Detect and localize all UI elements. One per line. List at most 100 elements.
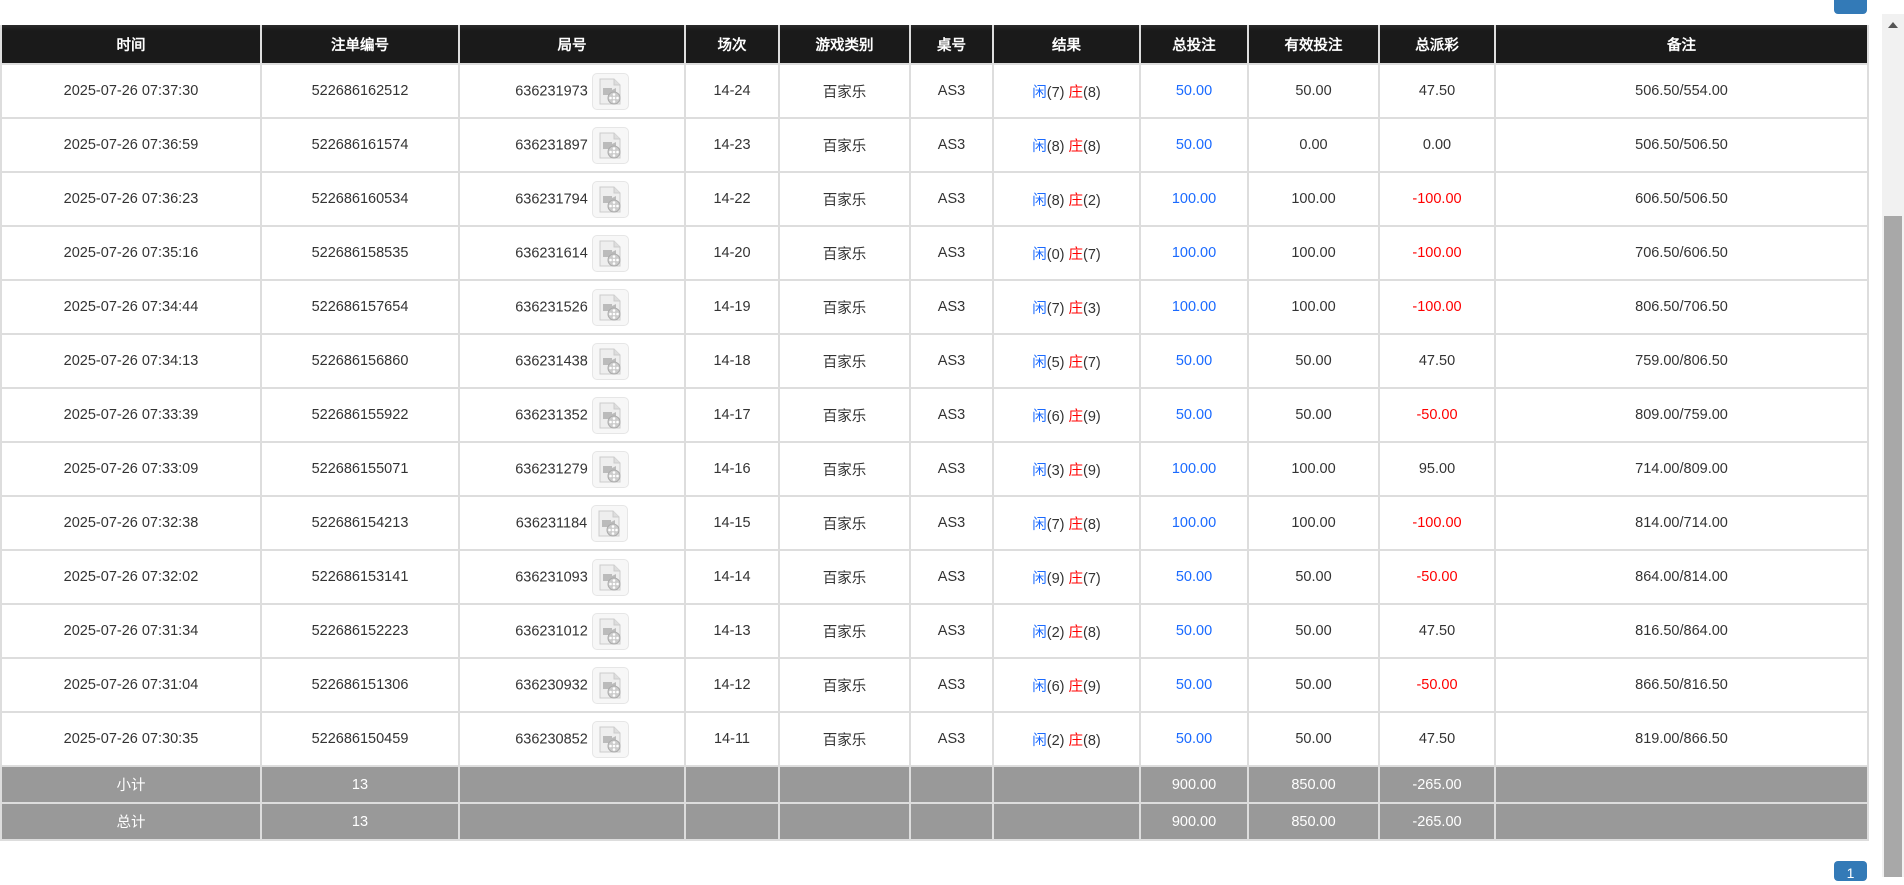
round-number: 636231973	[515, 82, 588, 99]
cell-time: 2025-07-26 07:33:09	[0, 441, 262, 497]
cell-valid-bet: 50.00	[1247, 333, 1380, 389]
player-score: 2	[1051, 732, 1060, 749]
cell-time: 2025-07-26 07:31:04	[0, 657, 262, 713]
top-button[interactable]	[1834, 0, 1867, 14]
cell-shoe: 14-20	[684, 225, 780, 281]
banker-label: 庄	[1068, 408, 1084, 425]
cell-valid-bet: 50.00	[1247, 711, 1380, 767]
subtotal-total-bet: 900.00	[1139, 765, 1249, 804]
cell-note: 819.00/866.50	[1494, 711, 1869, 767]
round-number: 636231614	[515, 244, 588, 261]
cell-game-type: 百家乐	[778, 495, 911, 551]
cell-total-bet: 50.00	[1139, 387, 1249, 443]
column-header-note: 备注	[1494, 25, 1869, 64]
cell-shoe: 14-18	[684, 333, 780, 389]
player-score: 0	[1051, 246, 1060, 263]
cell-result: 闲(6) 庄(9)	[992, 387, 1141, 443]
video-replay-icon[interactable]	[591, 450, 629, 488]
player-label: 闲	[1032, 192, 1047, 209]
player-score: 3	[1051, 462, 1060, 479]
cell-round: 636231973	[458, 63, 686, 119]
cell-table-no: AS3	[909, 603, 994, 659]
cell-result: 闲(6) 庄(9)	[992, 657, 1141, 713]
cell-payout: 95.00	[1378, 441, 1496, 497]
cell-round: 636231794	[458, 171, 686, 227]
scroll-up-arrow-icon[interactable]	[1888, 22, 1898, 28]
video-replay-icon[interactable]	[591, 180, 629, 218]
cell-result: 闲(7) 庄(3)	[992, 279, 1141, 335]
cell-payout: -100.00	[1378, 225, 1496, 281]
player-label: 闲	[1032, 462, 1047, 479]
cell-game-type: 百家乐	[778, 657, 911, 713]
video-replay-icon[interactable]	[591, 720, 629, 758]
table-row: 2025-07-26 07:33:39 522686155922 636231352…	[0, 387, 1869, 443]
player-label: 闲	[1032, 732, 1047, 749]
round-number: 636231794	[515, 190, 588, 207]
cell-round: 636231093	[458, 549, 686, 605]
grandtotal-total-bet: 900.00	[1139, 802, 1249, 841]
video-replay-icon[interactable]	[591, 288, 629, 326]
round-number: 636231352	[515, 406, 588, 423]
table-row: 2025-07-26 07:30:35 522686150459 636230852…	[0, 711, 1869, 767]
cell-shoe: 14-17	[684, 387, 780, 443]
video-replay-icon[interactable]	[591, 666, 629, 704]
video-replay-icon[interactable]	[591, 72, 629, 110]
cell-table-no: AS3	[909, 657, 994, 713]
video-replay-icon[interactable]	[591, 126, 629, 164]
video-replay-icon[interactable]	[591, 396, 629, 434]
table-row: 2025-07-26 07:34:44 522686157654 636231526…	[0, 279, 1869, 335]
cell-valid-bet: 50.00	[1247, 63, 1380, 119]
cell-valid-bet: 100.00	[1247, 495, 1380, 551]
cell-game-type: 百家乐	[778, 549, 911, 605]
pagination-page-1[interactable]: 1	[1834, 861, 1867, 881]
cell-game-type: 百家乐	[778, 603, 911, 659]
cell-game-type: 百家乐	[778, 171, 911, 227]
cell-note: 714.00/809.00	[1494, 441, 1869, 497]
banker-label: 庄	[1068, 354, 1084, 371]
player-label: 闲	[1032, 84, 1047, 101]
cell-note: 864.00/814.00	[1494, 549, 1869, 605]
cell-shoe: 14-22	[684, 171, 780, 227]
cell-result: 闲(8) 庄(2)	[992, 171, 1141, 227]
round-number: 636231526	[515, 298, 588, 315]
video-replay-icon[interactable]	[591, 342, 629, 380]
cell-valid-bet: 100.00	[1247, 441, 1380, 497]
video-replay-icon[interactable]	[591, 504, 629, 542]
cell-note: 809.00/759.00	[1494, 387, 1869, 443]
cell-valid-bet: 100.00	[1247, 171, 1380, 227]
cell-payout: -50.00	[1378, 549, 1496, 605]
column-header-payout: 总派彩	[1378, 25, 1496, 64]
cell-round: 636231614	[458, 225, 686, 281]
cell-payout: 47.50	[1378, 63, 1496, 119]
cell-bet-id: 522686153141	[260, 549, 460, 605]
video-replay-icon[interactable]	[591, 558, 629, 596]
video-replay-icon[interactable]	[591, 612, 629, 650]
video-replay-icon[interactable]	[591, 234, 629, 272]
cell-total-bet: 100.00	[1139, 441, 1249, 497]
banker-label: 庄	[1068, 462, 1084, 479]
round-number: 636231897	[515, 136, 588, 153]
cell-round: 636230932	[458, 657, 686, 713]
banker-label: 庄	[1068, 84, 1084, 101]
cell-round: 636231184	[458, 495, 686, 551]
cell-bet-id: 522686154213	[260, 495, 460, 551]
banker-score: 7	[1087, 354, 1096, 371]
player-score: 8	[1051, 138, 1060, 155]
cell-total-bet: 100.00	[1139, 225, 1249, 281]
banker-label: 庄	[1068, 300, 1084, 317]
column-header-round: 局号	[458, 25, 686, 64]
scrollbar-thumb[interactable]	[1884, 216, 1902, 877]
cell-total-bet: 100.00	[1139, 171, 1249, 227]
cell-round: 636230852	[458, 711, 686, 767]
cell-note: 814.00/714.00	[1494, 495, 1869, 551]
cell-payout: -50.00	[1378, 657, 1496, 713]
cell-shoe: 14-24	[684, 63, 780, 119]
banker-score: 8	[1087, 732, 1096, 749]
banker-label: 庄	[1068, 516, 1084, 533]
banker-score: 8	[1087, 138, 1096, 155]
banker-label: 庄	[1068, 246, 1084, 263]
cell-result: 闲(2) 庄(8)	[992, 711, 1141, 767]
cell-note: 706.50/606.50	[1494, 225, 1869, 281]
banker-score: 7	[1087, 570, 1096, 587]
vertical-scrollbar[interactable]	[1882, 14, 1904, 877]
